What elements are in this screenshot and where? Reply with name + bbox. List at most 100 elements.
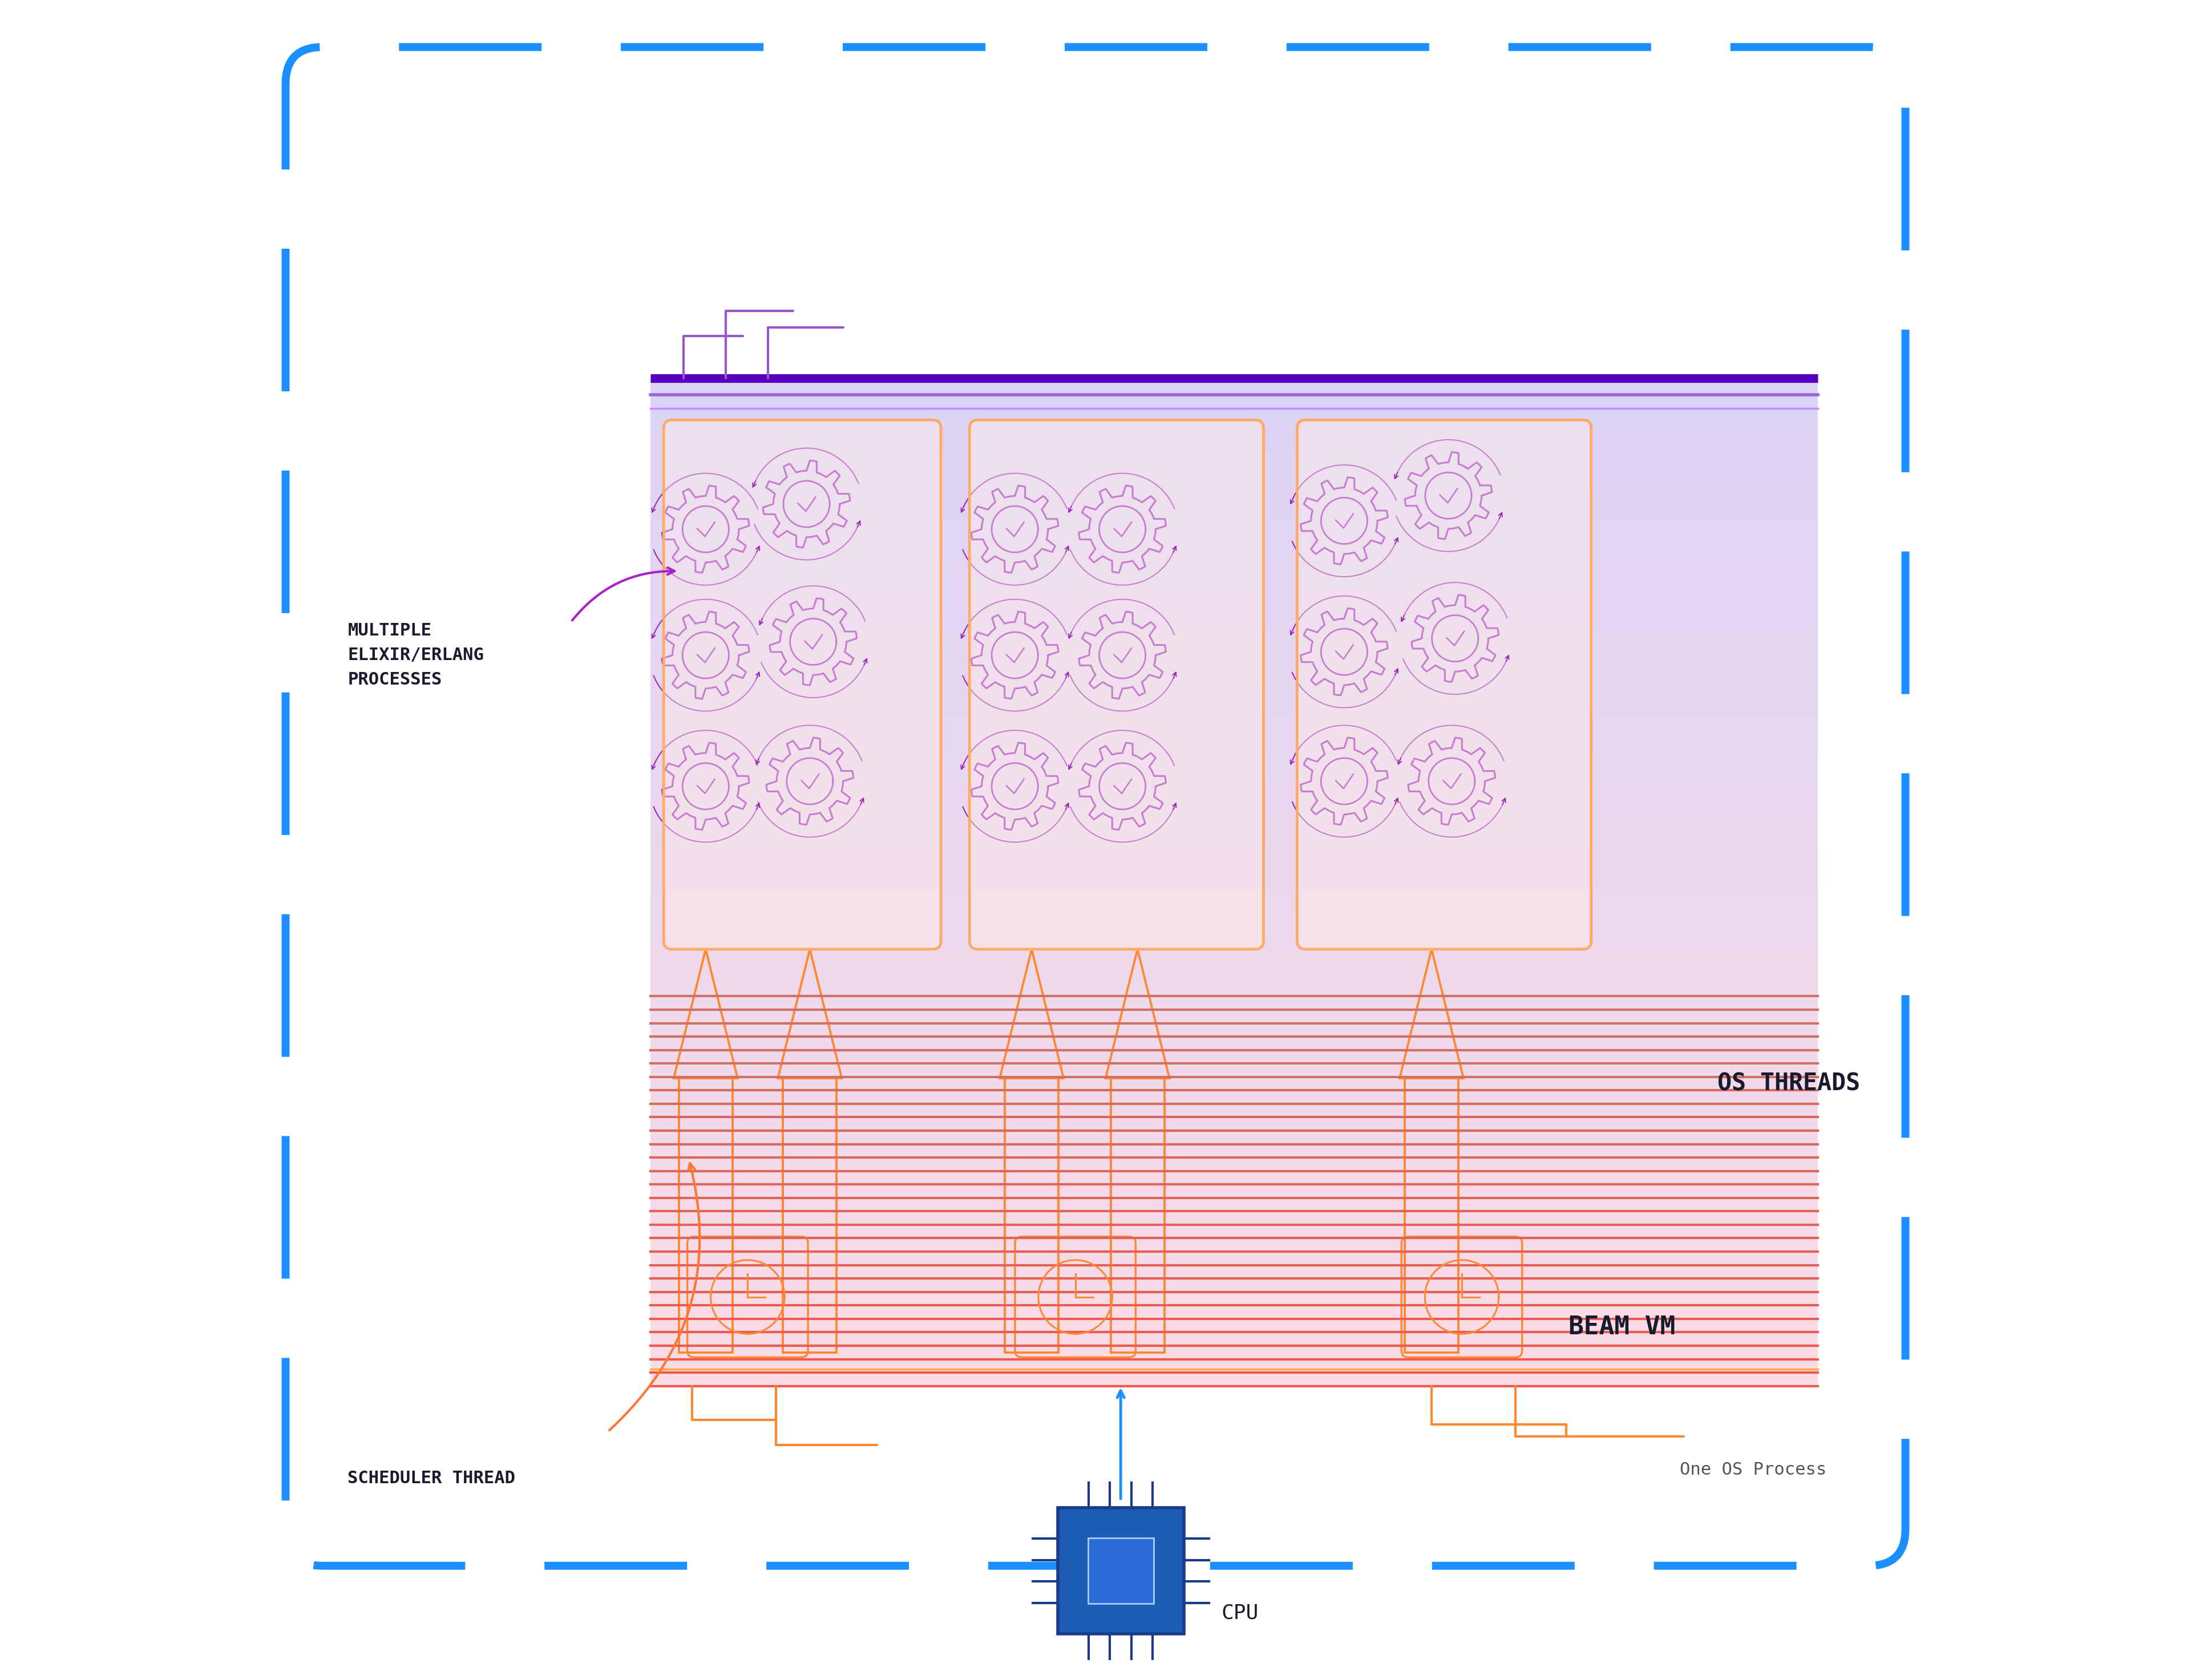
Bar — [651, 1277, 1819, 1285]
Bar — [651, 815, 1819, 823]
Bar — [651, 1109, 1819, 1117]
Bar — [651, 1336, 1819, 1344]
Bar — [651, 1159, 1819, 1168]
Bar — [651, 1100, 1819, 1109]
Text: MULTIPLE
ELIXIR/ERLANG
PROCESSES: MULTIPLE ELIXIR/ERLANG PROCESSES — [348, 623, 484, 687]
Bar — [651, 1310, 1819, 1319]
Bar — [651, 731, 1819, 739]
Bar — [651, 496, 1819, 504]
Text: CPU: CPU — [1223, 1603, 1260, 1623]
Bar — [651, 1268, 1819, 1277]
Bar — [651, 462, 1819, 470]
Bar — [651, 1378, 1819, 1386]
Bar — [651, 899, 1819, 907]
Bar — [651, 1319, 1819, 1327]
Bar — [651, 1134, 1819, 1142]
Bar — [651, 1042, 1819, 1050]
Bar — [651, 1050, 1819, 1058]
Bar — [651, 613, 1819, 622]
Bar — [651, 739, 1819, 748]
Bar — [651, 1302, 1819, 1310]
Bar — [651, 420, 1819, 428]
Bar — [651, 974, 1819, 983]
Bar — [651, 932, 1819, 941]
Bar — [651, 1075, 1819, 1084]
Bar — [651, 487, 1819, 496]
Bar — [651, 983, 1819, 991]
Bar — [651, 622, 1819, 630]
Bar — [651, 916, 1819, 924]
Bar — [651, 722, 1819, 731]
Bar — [651, 1025, 1819, 1033]
Bar — [651, 1235, 1819, 1243]
Bar — [651, 521, 1819, 529]
FancyBboxPatch shape — [1297, 420, 1591, 949]
Bar — [651, 865, 1819, 874]
Bar — [651, 580, 1819, 588]
Bar — [651, 706, 1819, 714]
Bar — [651, 445, 1819, 454]
Bar — [651, 764, 1819, 773]
Bar — [651, 748, 1819, 756]
Bar — [651, 823, 1819, 832]
Bar — [651, 588, 1819, 596]
Bar — [651, 1142, 1819, 1151]
Bar — [651, 664, 1819, 672]
Bar — [651, 1226, 1819, 1235]
Bar — [651, 512, 1819, 521]
Bar — [651, 1210, 1819, 1218]
Bar — [651, 924, 1819, 932]
Bar — [651, 840, 1819, 848]
Bar — [651, 714, 1819, 722]
Bar — [651, 1016, 1819, 1025]
Bar — [651, 1344, 1819, 1352]
Bar — [651, 428, 1819, 437]
Bar — [651, 386, 1819, 395]
Bar — [651, 790, 1819, 798]
Bar — [651, 806, 1819, 815]
Bar — [651, 1352, 1819, 1361]
FancyBboxPatch shape — [1089, 1539, 1152, 1603]
Bar — [651, 1151, 1819, 1159]
Bar — [651, 832, 1819, 840]
Bar — [651, 966, 1819, 974]
Bar — [651, 1184, 1819, 1193]
Bar — [651, 538, 1819, 546]
Bar — [651, 1361, 1819, 1369]
Bar — [651, 890, 1819, 899]
Bar — [651, 479, 1819, 487]
Bar — [651, 638, 1819, 647]
Bar — [651, 680, 1819, 689]
Bar — [651, 1285, 1819, 1294]
Bar — [651, 1193, 1819, 1201]
FancyBboxPatch shape — [1058, 1509, 1183, 1633]
Bar — [651, 546, 1819, 554]
Bar — [651, 697, 1819, 706]
Bar — [651, 529, 1819, 538]
Bar — [651, 949, 1819, 958]
Bar — [651, 655, 1819, 664]
Bar — [651, 403, 1819, 412]
Bar — [651, 1201, 1819, 1210]
Text: OS THREADS: OS THREADS — [1718, 1072, 1860, 1095]
Bar — [651, 1327, 1819, 1336]
Bar — [651, 874, 1819, 882]
Text: SCHEDULER THREAD: SCHEDULER THREAD — [348, 1470, 515, 1487]
Bar — [651, 395, 1819, 403]
Bar — [651, 1126, 1819, 1134]
Bar — [651, 941, 1819, 949]
Bar — [651, 1260, 1819, 1268]
Bar — [651, 596, 1819, 605]
Bar — [651, 1369, 1819, 1378]
Bar — [651, 1294, 1819, 1302]
Bar — [651, 756, 1819, 764]
Bar — [651, 907, 1819, 916]
Bar — [651, 773, 1819, 781]
Bar — [651, 1252, 1819, 1260]
Bar — [651, 647, 1819, 655]
Bar — [651, 1176, 1819, 1184]
Bar — [651, 1168, 1819, 1176]
Bar — [651, 1008, 1819, 1016]
Bar — [651, 689, 1819, 697]
Bar — [651, 1084, 1819, 1092]
